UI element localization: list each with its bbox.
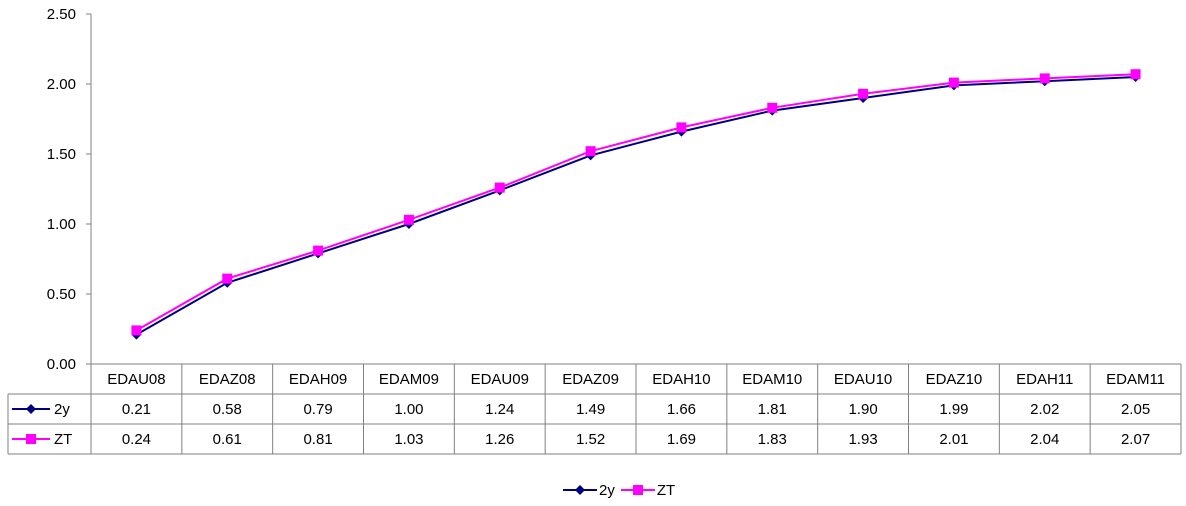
table-cell-value: 1.83 <box>758 431 787 448</box>
y-axis: 0.00 0.50 1.00 1.50 2.00 2.50 <box>47 6 92 373</box>
table-legend-marker-square <box>26 434 36 444</box>
legend: 2y ZT <box>563 480 675 500</box>
table-cell-value: 2.02 <box>1030 401 1059 418</box>
x-tick-label: EDAH10 <box>652 371 710 388</box>
table-legend-marker-diamond <box>26 404 36 414</box>
table-cell-value: 0.24 <box>122 431 151 448</box>
y-tick-label: 1.00 <box>47 216 76 233</box>
x-tick-label: EDAM11 <box>1106 371 1165 388</box>
legend-label-2y: 2y <box>599 481 615 499</box>
x-tick-label: EDAZ08 <box>199 371 256 388</box>
table-cell-value: 1.00 <box>394 401 423 418</box>
table-cell-value: 1.24 <box>485 401 514 418</box>
table-cell-value: 1.69 <box>667 431 696 448</box>
table-cell-value: 2.05 <box>1121 401 1150 418</box>
table-cell-value: 2.07 <box>1121 431 1150 448</box>
data-point-ZT <box>313 245 324 256</box>
x-tick-label: EDAM09 <box>379 371 439 388</box>
data-point-ZT <box>858 88 869 99</box>
data-point-ZT <box>222 273 233 284</box>
table-cell-value: 1.99 <box>939 401 968 418</box>
chart: 0.000.501.001.502.002.50 EDAU08 EDAZ08 EDA… <box>7 6 1182 455</box>
data-point-ZT <box>403 214 414 225</box>
table-cell-value: 1.66 <box>667 401 696 418</box>
data-point-ZT <box>1130 69 1141 80</box>
table-cell-value: 0.79 <box>303 401 332 418</box>
x-tick-label: EDAU08 <box>107 371 165 388</box>
data-point-ZT <box>131 325 142 336</box>
table-cell-value: 2.04 <box>1030 431 1059 448</box>
x-tick-label: EDAZ09 <box>562 371 619 388</box>
legend-item-2y: 2y <box>563 482 615 499</box>
table-cell-value: 1.93 <box>848 431 877 448</box>
x-tick-label: EDAU10 <box>834 371 892 388</box>
series-line-2y <box>135 76 1136 336</box>
table-series-name: ZT <box>54 431 72 448</box>
legend-item-zt: ZT <box>620 481 676 499</box>
y-tick-label: 0.00 <box>47 356 76 373</box>
table-cell-value: 0.81 <box>303 431 332 448</box>
table-cell-value: 1.81 <box>758 401 787 418</box>
table-series-name: 2y <box>54 401 70 418</box>
legend-swatch-square-icon <box>620 485 655 495</box>
table-cell-value: 1.03 <box>394 431 423 448</box>
table-cell-value: 1.52 <box>576 431 605 448</box>
table-cell-value: 1.90 <box>848 401 877 418</box>
table-cell-value: 0.21 <box>122 401 151 418</box>
data-point-ZT <box>676 122 687 133</box>
x-tick-label: EDAH09 <box>289 371 347 388</box>
data-point-ZT <box>767 102 778 113</box>
x-tick-label: EDAZ10 <box>926 371 983 388</box>
plot-area <box>131 69 1141 340</box>
x-tick-label: EDAU09 <box>471 371 529 388</box>
data-point-ZT <box>948 77 959 88</box>
series-line-ZT <box>135 73 1136 332</box>
data-table: EDAU08 EDAZ08 EDAH09 EDAM09 EDAU09 EDAZ09 EDAH… <box>7 363 1182 455</box>
table-cell-value: 2.01 <box>939 431 968 448</box>
data-point-ZT <box>1039 73 1050 84</box>
table-cell-value: 0.58 <box>213 401 242 418</box>
y-tick-label: 2.00 <box>47 76 76 93</box>
data-point-ZT <box>585 146 596 157</box>
table-cell-value: 0.61 <box>213 431 242 448</box>
data-point-ZT <box>494 182 505 193</box>
y-tick-label: 2.50 <box>47 6 76 23</box>
legend-swatch-diamond-icon <box>563 485 597 495</box>
table-cell-value: 1.49 <box>576 401 605 418</box>
table-cell-value: 1.26 <box>485 431 514 448</box>
y-tick-label: 0.50 <box>47 286 76 303</box>
legend-label-zt: ZT <box>656 481 676 499</box>
y-tick-label: 1.50 <box>47 146 76 163</box>
x-tick-label: EDAM10 <box>742 371 802 388</box>
x-tick-label: EDAH11 <box>1016 371 1073 388</box>
